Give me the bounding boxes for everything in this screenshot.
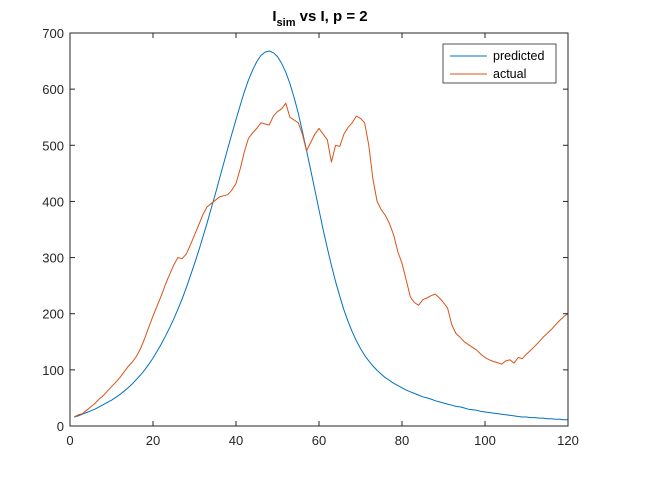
x-axis-ticks: 0 20 40 60 80 100 120 — [66, 33, 579, 448]
chart-title-rest: vs I, p = 2 — [296, 8, 368, 25]
legend-label-actual: actual — [493, 67, 526, 81]
y-tick-label: 100 — [42, 363, 64, 378]
x-tick-label: 120 — [557, 433, 579, 448]
y-tick-label: 0 — [57, 419, 64, 434]
y-tick-label: 600 — [42, 82, 64, 97]
series-line-actual — [73, 102, 569, 418]
y-tick-label: 300 — [42, 251, 64, 266]
y-tick-label: 700 — [42, 26, 64, 41]
x-tick-label: 20 — [146, 433, 160, 448]
legend: predicted actual — [442, 43, 557, 84]
y-tick-label: 500 — [42, 138, 64, 153]
y-axis-ticks: 0 100 200 300 400 500 600 700 — [42, 26, 568, 434]
chart-title-subscript: sim — [277, 17, 296, 29]
x-tick-label: 100 — [474, 433, 496, 448]
x-tick-label: 60 — [312, 433, 326, 448]
y-tick-label: 400 — [42, 194, 64, 209]
x-tick-label: 40 — [229, 433, 243, 448]
legend-box — [442, 43, 557, 84]
legend-label-predicted: predicted — [493, 49, 544, 63]
series-layer — [73, 50, 569, 421]
x-tick-label: 0 — [66, 433, 73, 448]
x-tick-label: 80 — [395, 433, 409, 448]
chart-title: Isim vs I, p = 2 — [272, 8, 367, 29]
chart-title-main: I — [272, 8, 276, 25]
y-tick-label: 200 — [42, 307, 64, 322]
series-line-predicted — [74, 50, 568, 421]
axes-box — [69, 32, 569, 427]
plot-area — [70, 33, 568, 426]
